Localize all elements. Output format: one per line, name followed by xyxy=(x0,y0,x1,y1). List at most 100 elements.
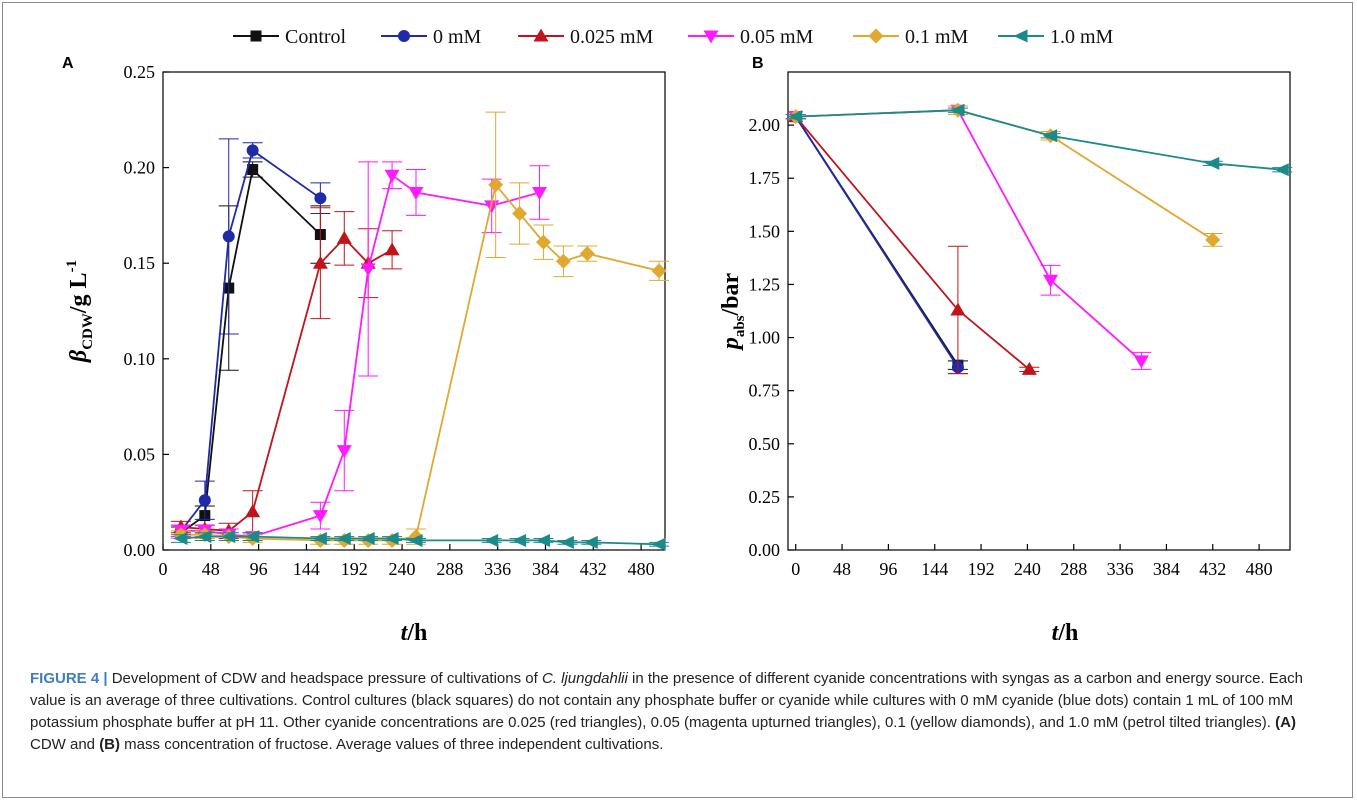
caption-figure-number: FIGURE 4 | xyxy=(30,670,112,687)
y-tick-label: 0.00 xyxy=(124,540,156,560)
data-point xyxy=(488,177,504,193)
series-0-1-mm xyxy=(785,102,1223,248)
y-axis-title-a: βCDW/g L-1 xyxy=(64,260,96,363)
data-point xyxy=(1043,129,1058,143)
series-group-a xyxy=(170,111,670,551)
series-line xyxy=(180,182,660,542)
data-point xyxy=(336,230,352,244)
data-point xyxy=(1043,274,1059,288)
data-point xyxy=(535,234,551,250)
data-point xyxy=(360,263,376,277)
y-tick-label: 1.50 xyxy=(749,221,781,241)
y-tick-label: 0.10 xyxy=(124,349,156,369)
legend-marker-triangle-left xyxy=(1013,29,1028,43)
caption-text-1: Development of CDW and headspace pressur… xyxy=(111,670,542,687)
legend-label: 1.0 mM xyxy=(1050,26,1114,48)
caption-ref-b: (B) xyxy=(99,736,121,753)
legend-item-0-05-mm: 0.05 mM xyxy=(688,26,814,48)
data-point xyxy=(336,532,351,546)
x-tick-label: 192 xyxy=(968,559,995,579)
legend-label: Control xyxy=(285,26,347,48)
x-axis-title-b: t/h xyxy=(1052,620,1079,646)
x-tick-label: 144 xyxy=(293,559,320,579)
data-point xyxy=(484,533,499,547)
x-tick-label: 336 xyxy=(1107,559,1134,579)
data-point xyxy=(1021,361,1037,375)
x-axis-title-a: t/h xyxy=(401,620,428,646)
series-0-025-mm xyxy=(785,109,1040,375)
data-point xyxy=(579,246,595,262)
data-point xyxy=(1274,163,1289,177)
x-tick-label: 336 xyxy=(484,559,511,579)
data-point xyxy=(651,537,666,551)
x-tick-label: 96 xyxy=(250,559,268,579)
x-tick-label: 480 xyxy=(1246,559,1273,579)
series-1-0-mm xyxy=(785,103,1293,177)
figure-caption: FIGURE 4 | Development of CDW and headsp… xyxy=(30,668,1330,756)
data-point xyxy=(312,532,327,546)
plot-frame-b xyxy=(787,71,1291,551)
data-point xyxy=(198,494,211,507)
chart-panel-a: 0 48 96 144 192 240 288 336 384 432 480 0.00 0.05 0.1… xyxy=(64,62,670,646)
y-tick-label: 0.75 xyxy=(749,381,781,401)
legend-item-control: Control xyxy=(233,26,347,48)
panel-label-b: B xyxy=(752,55,764,72)
series-0-mm xyxy=(785,110,968,375)
data-point xyxy=(1205,232,1221,248)
data-point xyxy=(336,445,352,459)
caption-species: C. ljungdahlii xyxy=(541,670,628,687)
legend-marker-square xyxy=(250,30,262,42)
data-point xyxy=(222,230,235,243)
data-point xyxy=(651,263,667,279)
x-tick-label: 288 xyxy=(1060,559,1087,579)
legend-item-0-025-mm: 0.025 mM xyxy=(518,26,654,48)
data-point xyxy=(408,186,424,200)
data-point xyxy=(535,533,550,547)
series-line xyxy=(180,167,322,534)
x-tick-label: 240 xyxy=(389,559,416,579)
series-line xyxy=(794,116,959,368)
y-axis-title-b: pabs/bar xyxy=(718,272,748,351)
y-tick-label: 0.05 xyxy=(124,444,156,464)
chart-panel-b: 0 48 96 144 192 240 288 336 384 432 480 0.00 0.25 0.5… xyxy=(718,71,1293,646)
x-tick-label: 480 xyxy=(628,559,655,579)
legend-item-1-0-mm: 1.0 mM xyxy=(998,26,1114,48)
data-point xyxy=(360,532,375,546)
series-0-05-mm xyxy=(170,161,550,545)
legend-label: 0.1 mM xyxy=(905,26,969,48)
x-tick-label: 432 xyxy=(580,559,607,579)
legend-label: 0 mM xyxy=(433,26,482,48)
data-point xyxy=(314,192,327,205)
legend-label: 0.025 mM xyxy=(570,26,654,48)
data-point xyxy=(312,510,328,524)
series-0-mm xyxy=(170,138,331,538)
series-1-0-mm xyxy=(170,530,670,551)
caption-ref-a: (A) xyxy=(1275,714,1296,731)
data-point xyxy=(173,532,188,546)
caption-text-4: mass concentration of fructose. Average … xyxy=(120,736,664,753)
series-line xyxy=(795,116,1030,371)
data-point xyxy=(1133,355,1149,369)
y-tick-label: 2.00 xyxy=(749,115,781,135)
legend-marker-triangle-down xyxy=(703,30,719,44)
x-tick-label: 240 xyxy=(1014,559,1041,579)
data-point xyxy=(408,533,423,547)
figure-svg: Control 0 mM 0.025 mM 0.05 mM 0.1 mM 1.0 mM A… xyxy=(62,26,1293,646)
data-point xyxy=(384,242,400,256)
series-line xyxy=(795,109,1142,362)
x-tick-label: 432 xyxy=(1199,559,1226,579)
data-point xyxy=(221,530,236,544)
x-tick-label: 0 xyxy=(159,559,168,579)
data-point xyxy=(245,530,260,544)
x-tick-label: 48 xyxy=(202,559,220,579)
data-point xyxy=(788,110,803,124)
data-point xyxy=(583,535,598,549)
caption-text-3: CDW and xyxy=(30,736,100,753)
axes-b: 0 48 96 144 192 240 288 336 384 432 480 0.00 0.25 0.5… xyxy=(749,115,1273,579)
y-tick-label: 0.25 xyxy=(124,62,156,82)
legend-item-0-mm: 0 mM xyxy=(381,26,482,48)
series-line xyxy=(795,109,1214,241)
data-point xyxy=(532,186,547,200)
panel-label-a: A xyxy=(62,55,74,72)
data-point xyxy=(555,253,571,269)
